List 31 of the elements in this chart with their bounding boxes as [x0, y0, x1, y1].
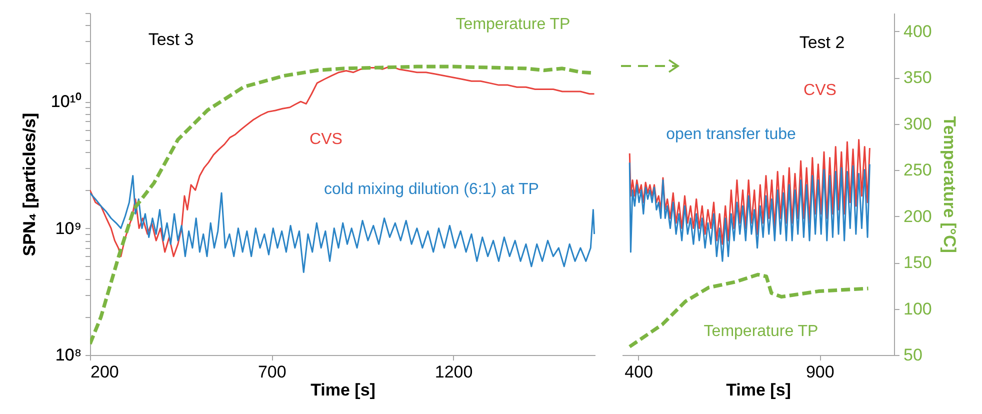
x-tick-label: 200 [90, 362, 119, 382]
text: Test 3 [148, 30, 194, 49]
line-series [628, 272, 870, 348]
x-tick-label: 900 [806, 362, 834, 382]
text: Test 2 [799, 33, 845, 52]
text: open transfer tube [666, 126, 796, 143]
line-series [90, 66, 595, 258]
x-axis-title: Time [s] [726, 380, 791, 400]
y2-tick-label: 50 [904, 346, 922, 364]
series-label: cold mixing dilution (6:1) at TP [324, 181, 539, 198]
y2-axis-title: Temperature [°C] [940, 116, 959, 253]
x-tick-label: 700 [258, 362, 286, 382]
series-label: CVS [310, 131, 342, 148]
y2-tick-label: 100 [904, 299, 932, 318]
x-tick-label: 1200 [434, 362, 473, 382]
y-tick-label: 10¹⁰ [50, 92, 82, 112]
y2-tick-label: 150 [904, 253, 932, 272]
text: Temperature TP [456, 16, 570, 33]
series-label: Temperature TP [704, 323, 818, 340]
y-axis-title: SPN₄ [particles/s] [20, 112, 39, 256]
y2-tick-label: 300 [904, 114, 932, 134]
x-tick-label: 400 [624, 362, 654, 382]
y2-tick-label: 400 [904, 22, 932, 41]
y-tick-label: 10⁸ [55, 346, 82, 364]
x-axis-title: Time [s] [310, 380, 376, 400]
y-tick-label: 10⁹ [55, 218, 82, 238]
y2-tick-label: 250 [904, 160, 932, 180]
y2-tick-label: 200 [904, 206, 932, 226]
line-series [90, 174, 595, 273]
text: CVS [804, 82, 836, 99]
y2-tick-label: 350 [904, 68, 932, 88]
